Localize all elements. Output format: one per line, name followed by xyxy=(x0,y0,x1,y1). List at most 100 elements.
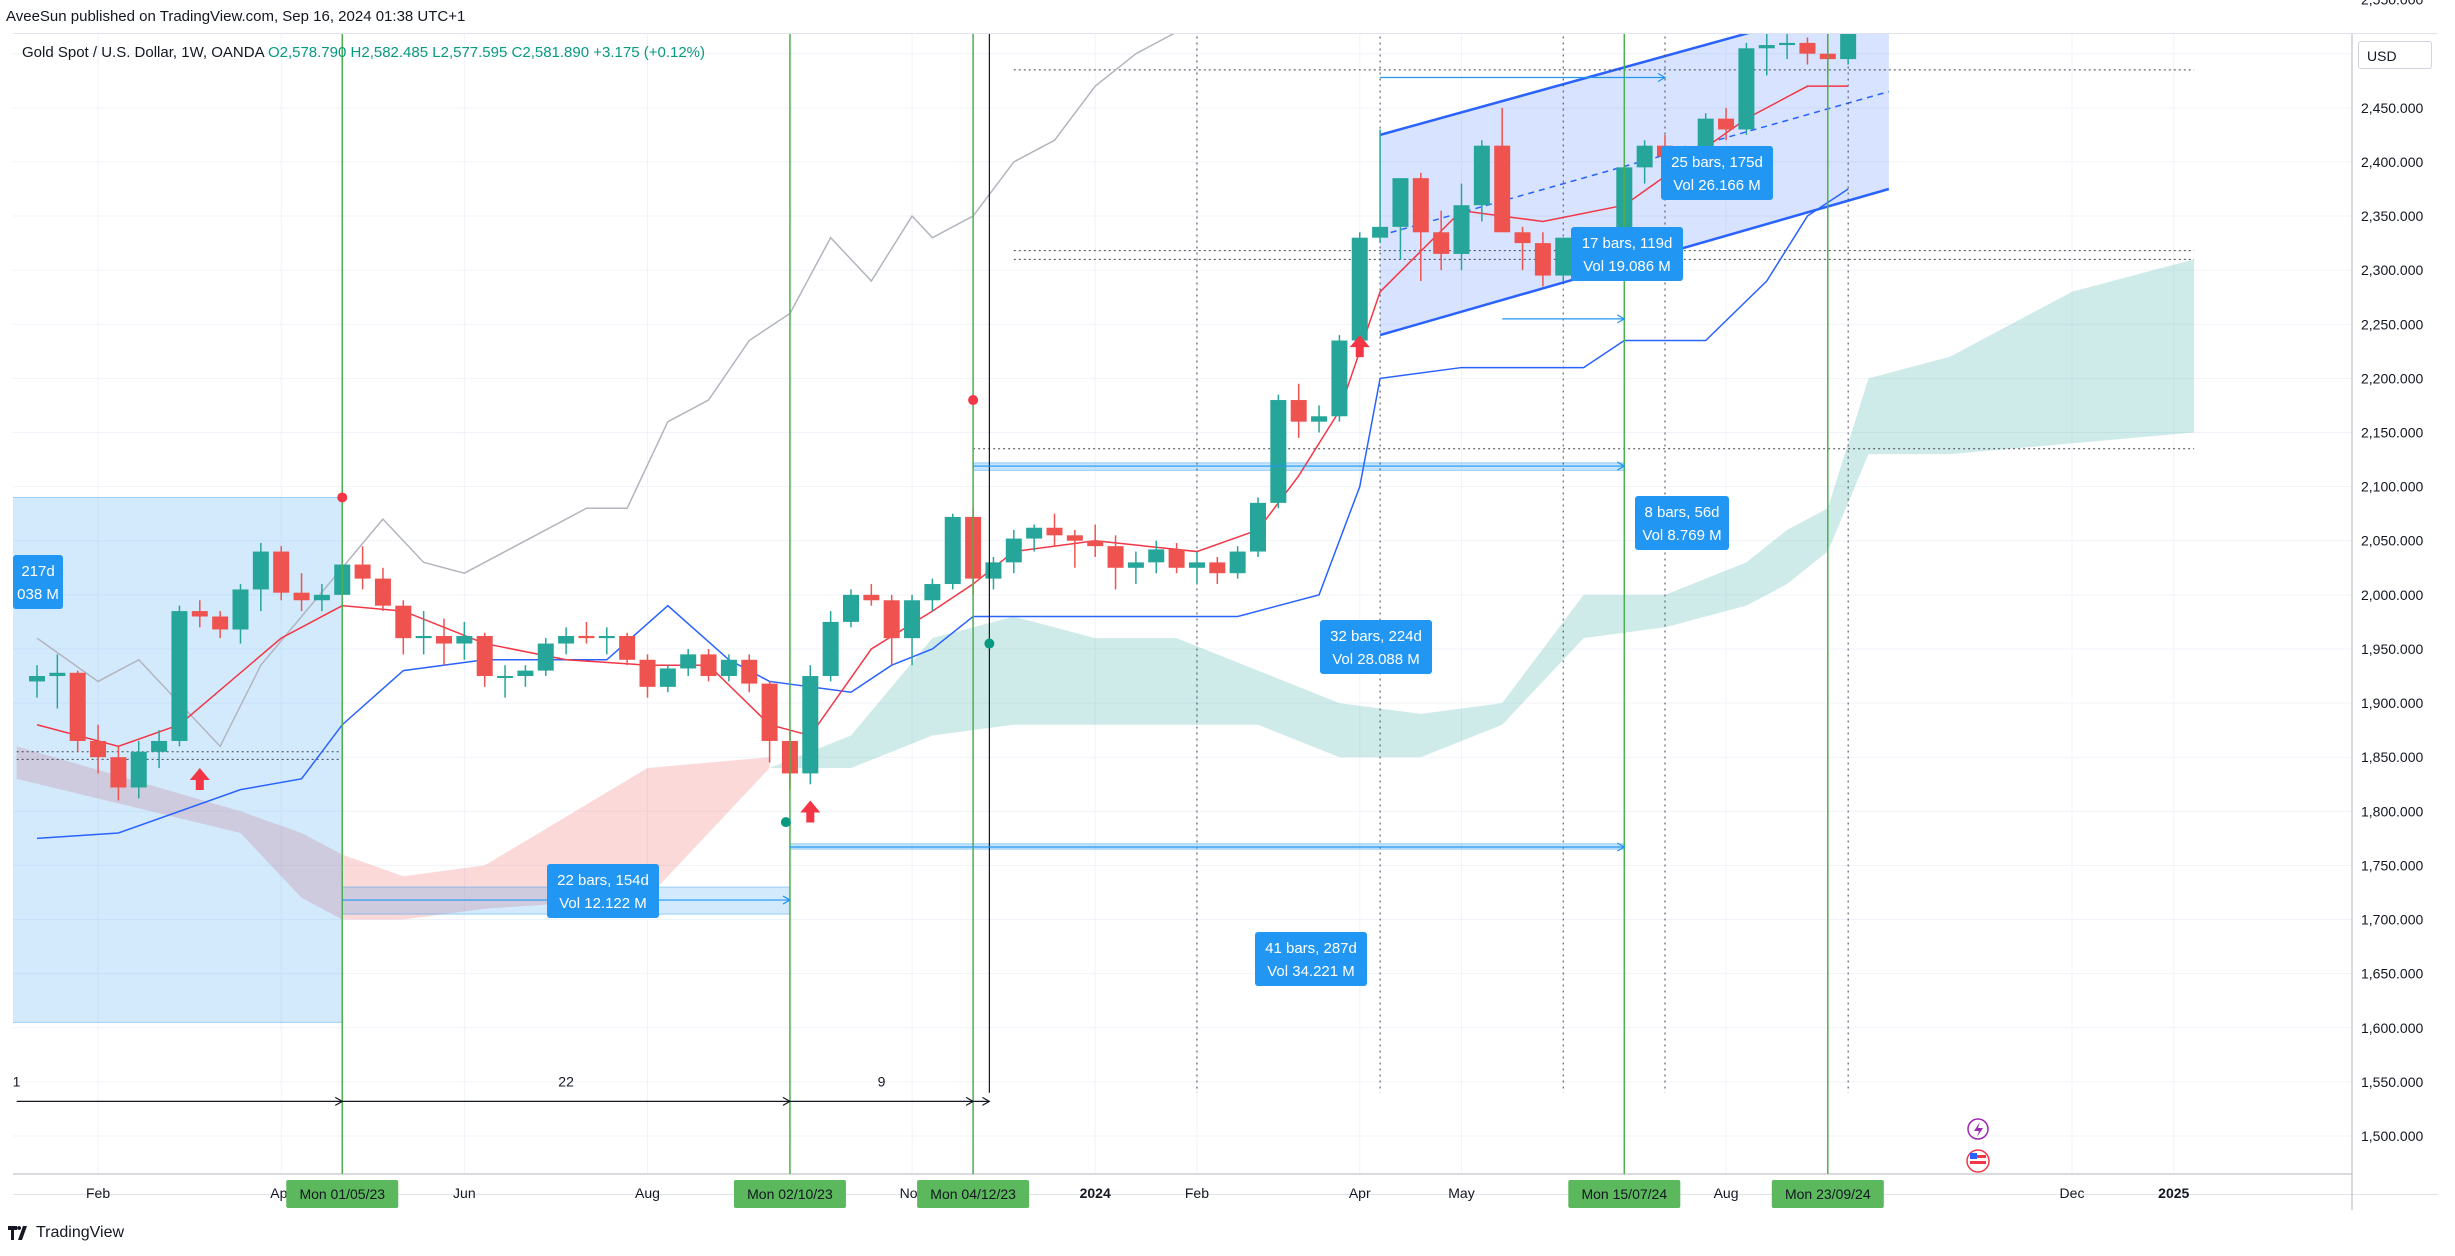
date-badge-label: Mon 01/05/23 xyxy=(299,1186,385,1202)
candle-body xyxy=(1534,243,1551,276)
legend-low: L2,577.595 xyxy=(432,44,508,61)
candle-body xyxy=(415,635,432,639)
y-tick-label: 1,750.000 xyxy=(2361,857,2423,873)
candle-body xyxy=(537,643,554,671)
measure-label-bars: 32 bars, 224d xyxy=(1330,628,1422,645)
candle-body xyxy=(476,635,493,677)
y-tick-label: 1,800.000 xyxy=(2361,803,2423,819)
candle-body xyxy=(1148,549,1165,563)
marker-dot xyxy=(337,492,348,503)
date-badge-label: Mon 23/09/24 xyxy=(1785,1186,1871,1202)
date-badge xyxy=(733,1180,846,1208)
x-tick-label: Apr xyxy=(1349,1185,1371,1201)
measure-label-vol: Vol 8.769 M xyxy=(1642,527,1721,544)
y-tick-label: 1,950.000 xyxy=(2361,641,2423,657)
measure-label-box xyxy=(1635,496,1729,550)
chart-legend: Gold Spot / U.S. Dollar, 1W, OANDA O2,57… xyxy=(22,44,705,61)
candle-body xyxy=(1433,232,1450,254)
candle-body xyxy=(69,672,86,741)
measure-arrow-17-head xyxy=(1657,72,1667,83)
y-tick-label: 2,550.000 xyxy=(2361,0,2423,8)
candle-body xyxy=(1250,502,1266,552)
candle-body xyxy=(1188,562,1205,568)
y-tick-label: 2,200.000 xyxy=(2361,370,2423,386)
x-tick-label: May xyxy=(1448,1185,1474,1201)
measure-label-bars: 25 bars, 175d xyxy=(1671,154,1763,171)
measure-label-box xyxy=(547,864,659,918)
measure-label-bars: 22 bars, 154d xyxy=(557,872,649,889)
candle-body xyxy=(1514,232,1531,244)
candle-body xyxy=(293,592,310,601)
candle-body xyxy=(843,594,859,622)
candle-body xyxy=(1026,527,1043,539)
candle-body xyxy=(578,635,595,639)
candle-body xyxy=(619,635,636,660)
candle-body xyxy=(1107,546,1124,568)
flag-stripe xyxy=(1970,1155,1986,1158)
measure-arrow-41-head xyxy=(1617,842,1626,852)
candle-body xyxy=(517,670,534,677)
candle-body xyxy=(1372,226,1389,238)
y-tick-label: 2,150.000 xyxy=(2361,425,2423,441)
measure-label-vol: Vol 26.166 M xyxy=(1673,177,1761,194)
candle-body xyxy=(49,672,66,677)
measure-label-vol: Vol 34.221 M xyxy=(1267,963,1355,980)
currency-selector[interactable]: USD xyxy=(2358,41,2432,69)
candle-body xyxy=(171,611,188,741)
measure-label-box xyxy=(1255,932,1367,986)
marker-dot xyxy=(968,395,979,406)
candle-body xyxy=(639,659,656,687)
candle-body xyxy=(1290,400,1307,422)
candle-body xyxy=(598,635,615,639)
tradingview-brand[interactable]: TradingView xyxy=(8,1224,124,1242)
candle-body xyxy=(456,635,473,644)
candle-body xyxy=(497,676,514,679)
candle-body xyxy=(1209,562,1226,574)
candle-body xyxy=(1718,118,1735,130)
candle-body xyxy=(822,621,839,677)
candle-body xyxy=(1412,178,1429,233)
candle-body xyxy=(904,600,921,639)
measure-label-box xyxy=(1571,227,1683,281)
y-tick-label: 1,650.000 xyxy=(2361,966,2423,982)
candle-body xyxy=(1636,145,1653,168)
candle-body xyxy=(720,659,737,677)
date-badge-label: Mon 04/12/23 xyxy=(930,1186,1016,1202)
y-tick-label: 1,550.000 xyxy=(2361,1074,2423,1090)
legend-close: C2,581.890 xyxy=(511,44,590,61)
candle-body xyxy=(1066,535,1083,541)
legend-symbol: Gold Spot / U.S. Dollar, 1W, OANDA xyxy=(22,44,264,61)
candle-body xyxy=(1331,340,1348,417)
candle-body xyxy=(924,584,941,601)
candle-body xyxy=(1005,538,1022,563)
date-badge-label: Mon 02/10/23 xyxy=(747,1186,833,1202)
measure-label-vol: Vol 12.122 M xyxy=(559,895,647,912)
ichimoku-lagging-span xyxy=(36,34,1175,748)
x-tick-label: Jun xyxy=(453,1185,476,1201)
y-tick-label: 1,900.000 xyxy=(2361,695,2423,711)
bar-count-label: 31 xyxy=(5,1074,21,1090)
publish-caption: AveeSun published on TradingView.com, Se… xyxy=(6,8,466,25)
candle-body xyxy=(802,676,819,774)
candle-body xyxy=(1087,540,1104,547)
candle-body xyxy=(1738,48,1755,130)
legend-open: O2,578.790 xyxy=(267,44,347,61)
candle-body xyxy=(130,751,147,788)
flag-stripe xyxy=(1970,1161,1986,1164)
signal-up-arrow xyxy=(800,800,821,823)
chart-frame xyxy=(13,33,2438,1195)
bars-arrow-1-head xyxy=(982,1096,991,1106)
candle-body xyxy=(944,516,961,585)
date-badge xyxy=(1568,1180,1681,1208)
y-tick-label: 2,350.000 xyxy=(2361,208,2423,224)
y-tick-label: 2,050.000 xyxy=(2361,533,2423,549)
x-tick-label: Feb xyxy=(1185,1185,1209,1201)
date-badge-label: Mon 15/07/24 xyxy=(1581,1186,1667,1202)
signal-up-arrow xyxy=(1349,335,1370,358)
candle-body xyxy=(558,635,575,644)
x-tick-label: Feb xyxy=(86,1185,110,1201)
candle-body xyxy=(191,611,208,617)
candle-body xyxy=(883,600,900,639)
candle-body xyxy=(151,740,168,752)
